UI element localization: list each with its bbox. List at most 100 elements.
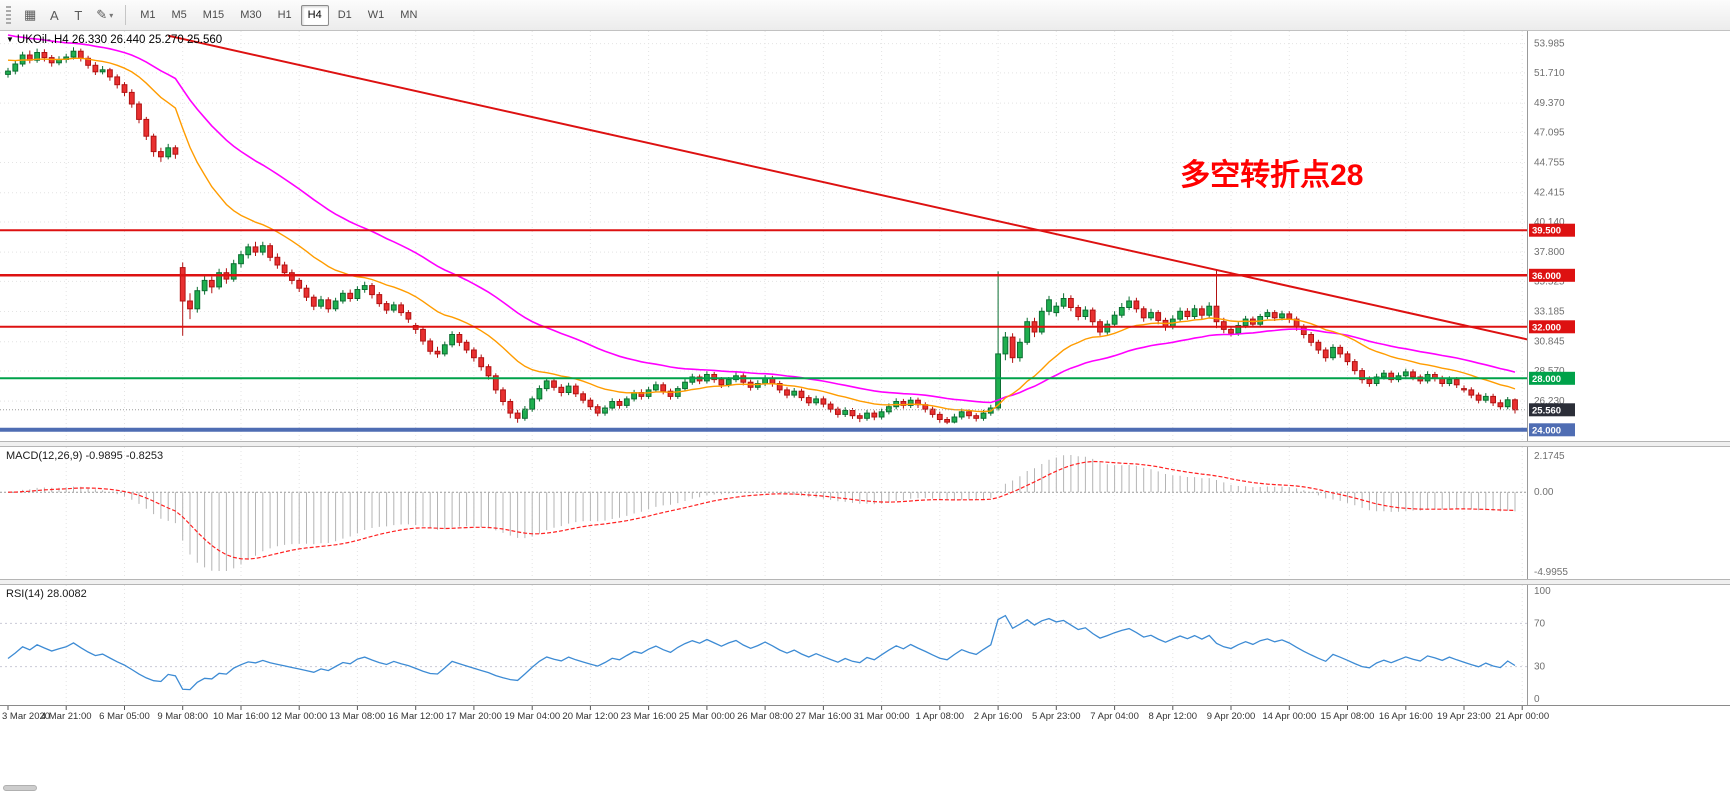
time-label: 23 Mar 16:00 (621, 711, 677, 722)
svg-text:0: 0 (1534, 694, 1540, 705)
svg-text:37.800: 37.800 (1534, 247, 1565, 258)
rsi-panel[interactable]: 100 70 30 0 RSI(14) 28.0082 (0, 585, 1730, 705)
time-label: 31 Mar 00:00 (854, 711, 910, 722)
panel-splitter-1[interactable] (0, 441, 1730, 447)
rsi-svg: 100 70 30 0 (0, 585, 1551, 705)
timeframe-button-h4[interactable]: H4 (300, 4, 329, 26)
time-label: 17 Mar 20:00 (446, 711, 502, 722)
timeframe-button-w1[interactable]: W1 (367, 8, 385, 21)
symbol-title: ▼ UKOil-.H4 26.330 26.440 25.270 25.560 (6, 34, 222, 46)
price-badge (1529, 371, 1575, 385)
footer-area (0, 724, 1730, 794)
price-chart-panel[interactable]: 多空转折点28 53.985 51.710 49.370 47.095 44.755 42.… (0, 31, 1730, 441)
horizontal-scrollbar-thumb[interactable] (3, 785, 37, 791)
timeframe-button-mn[interactable]: MN (400, 8, 418, 21)
time-label: 10 Mar 16:00 (213, 711, 269, 722)
trendline[interactable] (167, 34, 1551, 345)
toolbar-grip[interactable] (6, 6, 11, 24)
ma-slow-line (7, 34, 1516, 404)
time-label: 20 Mar 12:00 (562, 711, 618, 722)
time-label: 19 Mar 04:00 (504, 711, 560, 722)
svg-text:32.000: 32.000 (1532, 322, 1561, 333)
svg-text:0.00: 0.00 (1534, 487, 1554, 498)
macd-panel[interactable]: 2.1745 0.00 -4.9955 MACD(12,26,9) -0.9895 … (0, 447, 1730, 579)
time-label: 4 Mar 21:00 (41, 711, 92, 722)
timeframe-button-d1[interactable]: D1 (337, 8, 352, 21)
grid-layer (65, 585, 1523, 705)
timeframe-button-m30[interactable]: M30 (240, 8, 262, 21)
draw-tools-icon[interactable]: ✎ ▾ (96, 7, 114, 22)
time-label: 25 Mar 00:00 (679, 711, 735, 722)
svg-text:33.185: 33.185 (1534, 307, 1565, 318)
svg-text:51.710: 51.710 (1534, 68, 1565, 79)
symbol-ohlc-text: UKOil-.H4 26.330 26.440 25.270 25.560 (16, 34, 223, 46)
toolbar-separator (125, 5, 127, 25)
time-label: 12 Mar 00:00 (271, 711, 327, 722)
svg-text:35.525: 35.525 (1534, 276, 1565, 287)
macd-label: MACD(12,26,9) -0.9895 -0.8253 (6, 450, 164, 462)
svg-text:70: 70 (1534, 618, 1546, 629)
text-box-icon[interactable]: T (74, 7, 83, 23)
svg-text:-4.9955: -4.9955 (1534, 567, 1568, 578)
timeframe-button-m5[interactable]: M5 (171, 8, 187, 21)
time-label: 21 Apr 00:00 (1495, 711, 1549, 722)
time-label: 14 Apr 00:00 (1262, 711, 1316, 722)
time-label: 16 Apr 16:00 (1379, 711, 1433, 722)
price-axis-labels: 53.985 51.710 49.370 47.095 44.755 42.415 40.1… (1529, 39, 1575, 437)
time-label: 3 Mar 2020 (2, 711, 50, 722)
time-label: 9 Apr 20:00 (1207, 711, 1256, 722)
svg-text:30: 30 (1534, 662, 1546, 673)
macd-signal-line (7, 460, 1516, 560)
time-label: 27 Mar 16:00 (795, 711, 851, 722)
time-label: 1 Apr 08:00 (915, 711, 964, 722)
price-badge (1529, 320, 1575, 334)
toolbar-tools: ▦ A T ✎ ▾ (18, 4, 119, 26)
candles-layer (5, 47, 1518, 425)
svg-text:25.560: 25.560 (1532, 405, 1561, 416)
svg-text:2.1745: 2.1745 (1534, 451, 1565, 462)
chart-objects-icon[interactable]: ▦ (24, 7, 37, 22)
ma-fast-line (7, 57, 1516, 413)
svg-text:40.140: 40.140 (1534, 217, 1565, 228)
dropdown-caret-icon: ▾ (109, 10, 114, 20)
symbol-dropdown-icon[interactable]: ▼ (6, 35, 14, 44)
panel-splitter-2[interactable] (0, 579, 1730, 585)
svg-text:49.370: 49.370 (1534, 98, 1565, 109)
price-badge (1529, 223, 1575, 237)
toolbar: ▦ A T ✎ ▾ M1 M5 M15 M30 H1 H4 D1 W1 MN (0, 0, 1730, 31)
svg-text:47.095: 47.095 (1534, 127, 1565, 138)
svg-text:39.500: 39.500 (1532, 226, 1561, 237)
time-label: 9 Mar 08:00 (157, 711, 208, 722)
macd-svg: 2.1745 0.00 -4.9955 (0, 447, 1568, 579)
chart-annotation[interactable]: 多空转折点28 (1180, 159, 1363, 192)
svg-text:28.570: 28.570 (1534, 366, 1565, 377)
time-label: 5 Apr 23:00 (1032, 711, 1081, 722)
svg-text:28.000: 28.000 (1532, 374, 1561, 385)
svg-text:53.985: 53.985 (1534, 39, 1565, 50)
price-badge (1529, 403, 1575, 417)
time-label: 19 Apr 23:00 (1437, 711, 1491, 722)
svg-text:24.000: 24.000 (1532, 425, 1561, 436)
svg-text:30.845: 30.845 (1534, 337, 1565, 348)
price-badge (1529, 268, 1575, 282)
time-label: 13 Mar 08:00 (329, 711, 385, 722)
time-axis[interactable]: 3 Mar 2020 4 Mar 21:00 6 Mar 05:00 9 Mar 08… (0, 705, 1730, 724)
rsi-line (7, 614, 1516, 691)
svg-text:36.000: 36.000 (1532, 271, 1561, 282)
svg-text:42.415: 42.415 (1534, 188, 1565, 199)
timeframe-button-m15[interactable]: M15 (202, 8, 225, 21)
macd-histogram (14, 455, 1516, 571)
svg-text:26.230: 26.230 (1534, 396, 1565, 407)
grid-layer (0, 31, 1527, 441)
time-label: 6 Mar 05:00 (99, 711, 150, 722)
timeframe-button-m1[interactable]: M1 (140, 8, 156, 21)
timeframe-button-h1[interactable]: H1 (277, 8, 292, 21)
price-badge (1529, 423, 1575, 437)
text-label-icon[interactable]: A (49, 7, 59, 23)
price-chart-svg: 多空转折点28 53.985 51.710 49.370 47.095 44.755 42.… (0, 31, 1575, 441)
time-label: 8 Apr 12:00 (1148, 711, 1197, 722)
time-label: 16 Mar 12:00 (388, 711, 444, 722)
time-label: 26 Mar 08:00 (737, 711, 793, 722)
rsi-label: RSI(14) 28.0082 (6, 588, 87, 600)
